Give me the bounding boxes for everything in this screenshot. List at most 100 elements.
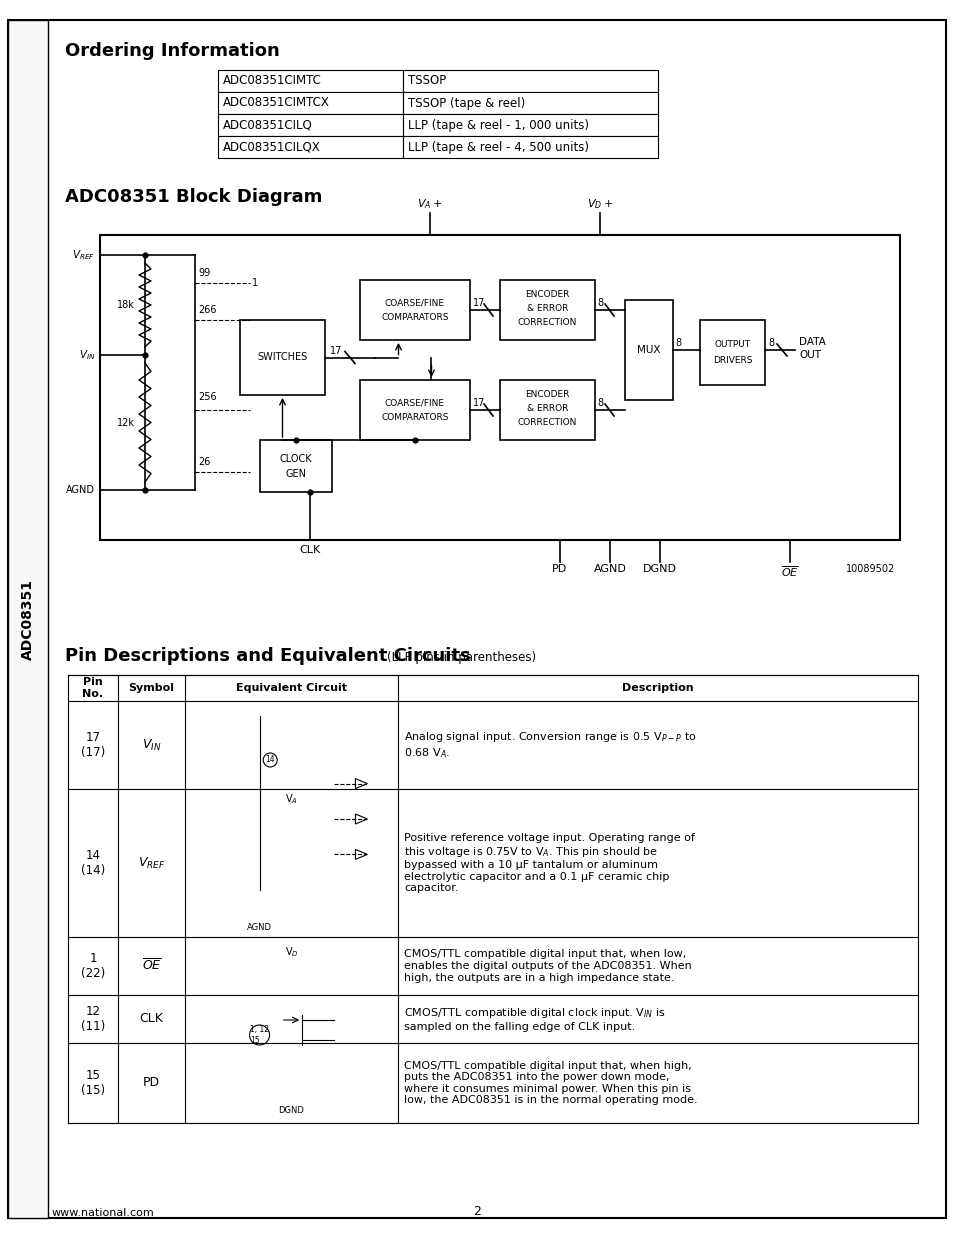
Text: 17: 17 (473, 298, 485, 308)
Text: Analog signal input. Conversion range is 0.5 V$_{P-P}$ to
0.68 V$_A$.: Analog signal input. Conversion range is… (403, 730, 696, 760)
Text: DRIVERS: DRIVERS (712, 356, 752, 366)
Text: $V_A+$: $V_A+$ (416, 198, 442, 211)
Bar (700, 320, 764, 385)
Bar (100, 235, 899, 540)
Bar (8, 20, 48, 1218)
Text: CORRECTION: CORRECTION (517, 417, 577, 427)
Text: & ERROR: & ERROR (526, 304, 568, 312)
Text: PD: PD (143, 1077, 160, 1089)
Text: 256: 256 (198, 391, 216, 403)
Text: Pin Descriptions and Equivalent Circuits: Pin Descriptions and Equivalent Circuits (65, 647, 470, 664)
Text: TSSOP (tape & reel): TSSOP (tape & reel) (408, 96, 525, 110)
Bar (402, 136, 658, 158)
Bar (402, 114, 658, 136)
Text: 1
(22): 1 (22) (81, 952, 105, 981)
Text: $V_{REF}$: $V_{REF}$ (71, 248, 95, 262)
Text: www.national.com: www.national.com (52, 1208, 154, 1218)
Bar (624, 300, 672, 400)
Text: SWITCHES: SWITCHES (257, 352, 307, 363)
Text: 8: 8 (675, 338, 680, 348)
Text: 17
(17): 17 (17) (81, 731, 105, 760)
Bar (359, 380, 470, 440)
Text: Description: Description (621, 683, 693, 693)
Text: V$_D$: V$_D$ (284, 945, 298, 958)
Text: (LLP pins in parentheses): (LLP pins in parentheses) (387, 651, 536, 664)
Text: $V_{IN}$: $V_{IN}$ (78, 348, 95, 362)
Text: CLOCK: CLOCK (279, 454, 312, 464)
Bar (260, 440, 332, 492)
Text: 17: 17 (473, 398, 485, 408)
Text: CMOS/TTL compatible digital input that, when low,
enables the digital outputs of: CMOS/TTL compatible digital input that, … (403, 950, 691, 983)
Text: 1, 12
15: 1, 12 15 (250, 1025, 269, 1045)
Text: 8: 8 (767, 338, 773, 348)
Text: COARSE/FINE: COARSE/FINE (385, 399, 444, 408)
Bar (240, 320, 325, 395)
Text: $\overline{OE}$: $\overline{OE}$ (781, 564, 798, 579)
Text: AGND: AGND (247, 923, 272, 932)
Text: AGND: AGND (593, 564, 626, 574)
Text: LLP (tape & reel - 1, 000 units): LLP (tape & reel - 1, 000 units) (408, 119, 588, 131)
Text: ADC08351CILQ: ADC08351CILQ (223, 119, 313, 131)
Bar (499, 280, 595, 340)
Text: COARSE/FINE: COARSE/FINE (385, 299, 444, 308)
Text: 14: 14 (265, 756, 274, 764)
Text: 14
(14): 14 (14) (81, 848, 105, 877)
Text: COMPARATORS: COMPARATORS (381, 314, 448, 322)
Bar (402, 91, 658, 114)
Text: 266: 266 (198, 305, 216, 315)
Text: CMOS/TTL compatible digital input that, when high,
puts the ADC08351 into the po: CMOS/TTL compatible digital input that, … (403, 1061, 697, 1105)
Text: ADC08351: ADC08351 (21, 579, 35, 661)
Text: 10089502: 10089502 (845, 564, 894, 574)
Text: $V_{IN}$: $V_{IN}$ (142, 737, 161, 752)
Text: ADC08351CIMTC: ADC08351CIMTC (223, 74, 321, 88)
Text: $\overline{OE}$: $\overline{OE}$ (141, 958, 161, 973)
Bar (359, 280, 470, 340)
Text: GEN: GEN (285, 469, 306, 479)
Text: PD: PD (552, 564, 567, 574)
Text: 2: 2 (473, 1205, 480, 1218)
Text: 99: 99 (198, 268, 210, 278)
Bar (218, 136, 402, 158)
Text: Equivalent Circuit: Equivalent Circuit (235, 683, 347, 693)
Text: 26: 26 (198, 457, 211, 467)
Text: AGND: AGND (66, 485, 95, 495)
Text: 15
(15): 15 (15) (81, 1070, 105, 1097)
Text: OUTPUT: OUTPUT (714, 340, 750, 350)
Text: TSSOP: TSSOP (408, 74, 446, 88)
Text: OUT: OUT (799, 350, 821, 359)
Text: V$_A$: V$_A$ (285, 792, 297, 806)
Text: ADC08351CILQX: ADC08351CILQX (223, 141, 320, 153)
Text: CMOS/TTL compatible digital clock input. V$_{IN}$ is
sampled on the falling edge: CMOS/TTL compatible digital clock input.… (403, 1007, 665, 1031)
Text: LLP (tape & reel - 4, 500 units): LLP (tape & reel - 4, 500 units) (408, 141, 588, 153)
Text: COMPARATORS: COMPARATORS (381, 414, 448, 422)
Text: Ordering Information: Ordering Information (65, 42, 279, 61)
Text: ENCODER: ENCODER (525, 390, 569, 399)
Text: ENCODER: ENCODER (525, 290, 569, 299)
Text: Pin
No.: Pin No. (82, 677, 104, 699)
Text: DATA: DATA (799, 337, 825, 347)
Bar (68, 676, 917, 701)
Text: & ERROR: & ERROR (526, 404, 568, 412)
Text: 17: 17 (330, 346, 342, 356)
Text: MUX: MUX (637, 345, 660, 354)
Bar (218, 114, 402, 136)
Bar (218, 91, 402, 114)
Text: Symbol: Symbol (129, 683, 174, 693)
Bar (218, 70, 402, 91)
Text: DGND: DGND (278, 1107, 304, 1115)
Text: DGND: DGND (642, 564, 677, 574)
Text: CLK: CLK (139, 1013, 163, 1025)
Text: $V_{REF}$: $V_{REF}$ (137, 856, 165, 871)
Bar (499, 380, 595, 440)
Text: 12
(11): 12 (11) (81, 1005, 105, 1032)
Text: 8: 8 (597, 398, 602, 408)
Text: 18k: 18k (117, 300, 135, 310)
Text: CORRECTION: CORRECTION (517, 317, 577, 327)
Text: 12k: 12k (117, 417, 135, 427)
Text: Positive reference voltage input. Operating range of
this voltage is 0.75V to V$: Positive reference voltage input. Operat… (403, 832, 694, 893)
Text: ADC08351 Block Diagram: ADC08351 Block Diagram (65, 188, 322, 206)
Text: 1: 1 (252, 278, 258, 288)
Text: CLK: CLK (299, 545, 320, 555)
Text: 8: 8 (597, 298, 602, 308)
Text: ADC08351CIMTCX: ADC08351CIMTCX (223, 96, 330, 110)
